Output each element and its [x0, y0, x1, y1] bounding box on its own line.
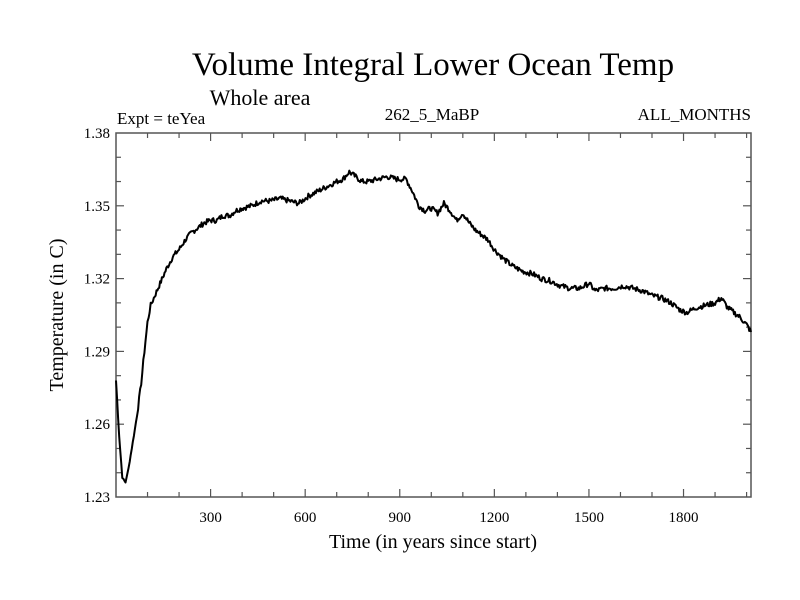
y-tick-label: 1.32	[84, 272, 110, 288]
tick-labels: 300 600 900 1200 1500 1800 1.23 1.26 1.29 1.32 1.3…	[84, 126, 699, 526]
y-tick-label: 1.35	[84, 199, 110, 215]
chart-title: Volume Integral Lower Ocean Temp	[192, 47, 674, 83]
x-tick-label: 900	[389, 510, 412, 526]
x-tick-label: 1200	[479, 510, 509, 526]
y-tick-label: 1.29	[84, 344, 110, 360]
y-tick-label: 1.38	[84, 126, 110, 142]
x-tick-label: 1500	[574, 510, 604, 526]
period-label: 262_5_MaBP	[385, 105, 479, 124]
x-tick-label: 600	[294, 510, 317, 526]
y-axis-label: Temperature (in C)	[46, 239, 68, 392]
x-tick-label: 1800	[669, 510, 699, 526]
y-tick-label: 1.26	[84, 417, 111, 433]
axis-ticks	[116, 133, 751, 497]
chart-subtitle: Whole area	[210, 85, 311, 110]
experiment-label: Expt = teYea	[117, 109, 206, 128]
months-label: ALL_MONTHS	[638, 105, 751, 124]
plot-frame	[115, 132, 752, 498]
y-tick-label: 1.23	[84, 490, 110, 506]
x-tick-label: 300	[199, 510, 222, 526]
x-axis-label: Time (in years since start)	[329, 531, 537, 553]
series-line-teYea	[115, 169, 752, 484]
